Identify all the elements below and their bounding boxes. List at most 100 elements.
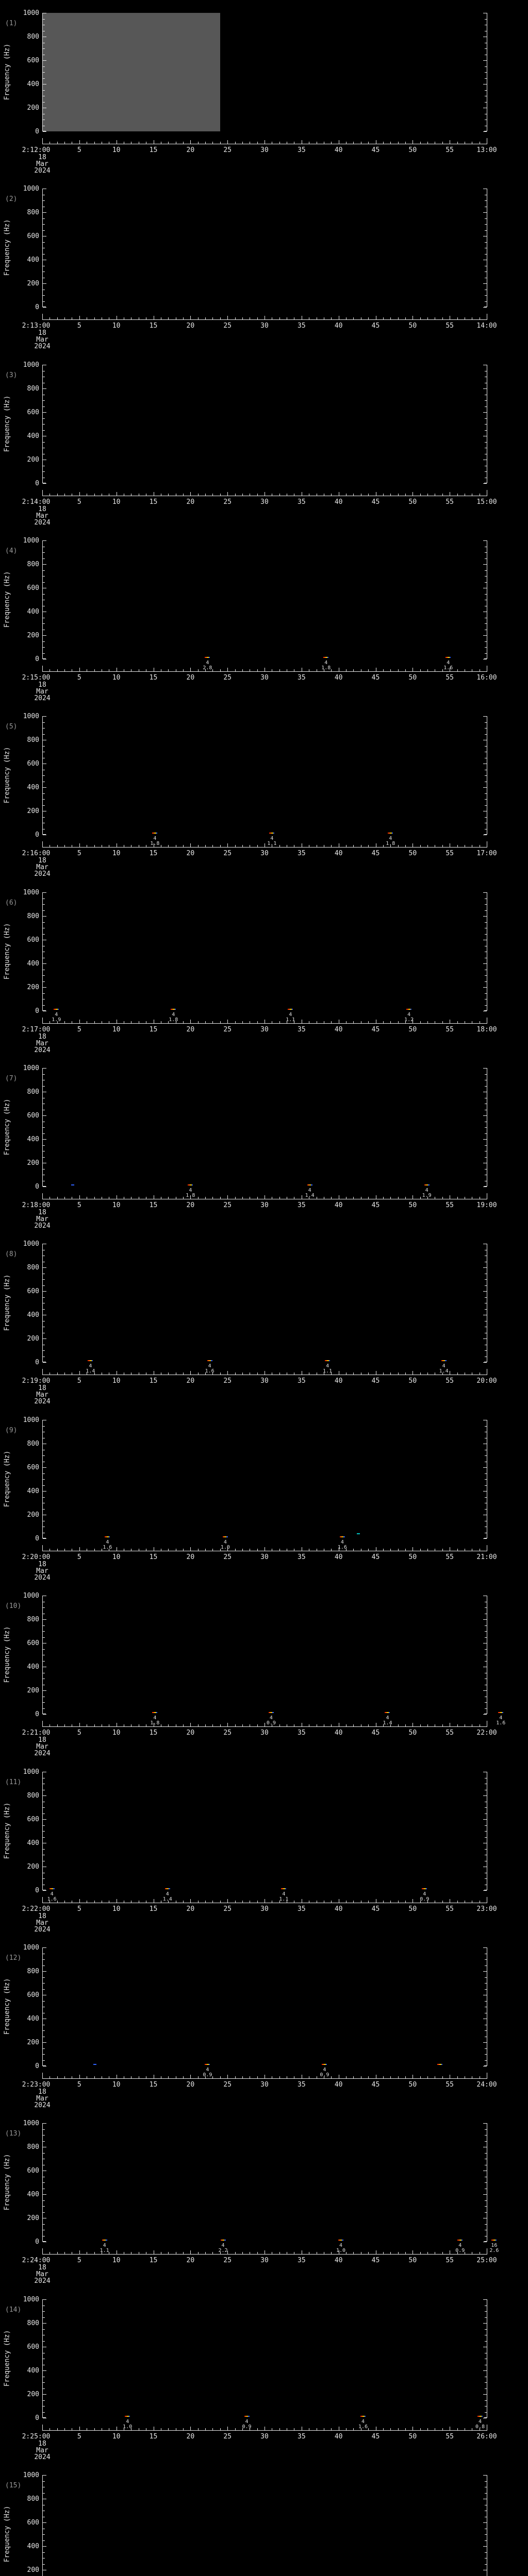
- x-tick: [42, 314, 43, 319]
- x-tick: [212, 2252, 213, 2254]
- date-label: Mar: [36, 2095, 48, 2103]
- event-marker: [491, 2240, 493, 2241]
- y-tick: [485, 1145, 487, 1146]
- x-tick: [405, 1021, 406, 1023]
- y-tick-label: 0: [35, 480, 39, 487]
- y-tick: [43, 552, 45, 553]
- y-tick: [43, 412, 46, 413]
- x-tick-label: 5: [77, 498, 81, 506]
- event-marker: [389, 833, 391, 834]
- event-count-label: 4: [208, 1363, 211, 1369]
- x-tick-label: 45: [371, 1553, 380, 1561]
- event-marker: [167, 1888, 169, 1889]
- y-tick-label: 200: [27, 104, 39, 112]
- y-tick: [43, 975, 45, 976]
- x-tick: [212, 1724, 213, 1726]
- x-tick-label: 50: [408, 1553, 417, 1561]
- x-tick: [57, 1372, 58, 1375]
- event-marker: [323, 2064, 325, 2065]
- x-tick: [42, 1545, 43, 1551]
- y-tick: [43, 904, 45, 905]
- event-value-label: 1.8: [150, 841, 160, 846]
- event-marker: [205, 657, 206, 658]
- y-tick: [483, 1467, 487, 1468]
- event-marker: [498, 1712, 500, 1713]
- x-tick: [457, 2252, 458, 2254]
- y-tick-label: 800: [27, 912, 39, 920]
- x-tick: [257, 494, 258, 496]
- x-tick: [331, 1901, 332, 1903]
- x-tick: [190, 1547, 191, 1551]
- x-tick: [383, 669, 384, 671]
- event-count-label: 4: [340, 1539, 344, 1545]
- x-tick: [368, 845, 369, 847]
- left-spine: [42, 189, 43, 307]
- event-marker: [340, 2240, 342, 2241]
- x-tick: [94, 2076, 95, 2078]
- y-tick: [43, 1714, 46, 1715]
- y-tick: [485, 200, 487, 201]
- x-tick: [412, 140, 414, 144]
- y-tick: [43, 1491, 46, 1492]
- event-marker: [307, 1184, 309, 1185]
- x-tick: [42, 2248, 43, 2254]
- x-tick: [79, 2075, 80, 2078]
- event-marker: [443, 1360, 446, 1361]
- y-tick: [485, 1983, 487, 1984]
- x-tick: [331, 2252, 332, 2254]
- x-tick: [383, 1901, 384, 1903]
- x-tick-label: 20: [186, 498, 195, 506]
- x-tick-label: 55: [446, 1905, 454, 1913]
- y-tick: [43, 564, 46, 565]
- y-tick-label: 0: [35, 2414, 39, 2422]
- panel: (11) Frequency (Hz) 1000 800 600 400 200 0 4 1.6 4…: [0, 1759, 528, 1935]
- x-tick: [227, 2427, 228, 2430]
- y-tick: [485, 570, 487, 571]
- event-marker: [55, 1009, 57, 1010]
- y-tick: [485, 2153, 487, 2154]
- x-tick-label: 30: [260, 850, 269, 857]
- event-value-label: 1.6: [496, 1720, 506, 1726]
- x-tick: [242, 494, 243, 496]
- x-tick: [79, 1723, 80, 1726]
- y-axis-title: Frequency (Hz): [3, 1802, 11, 1859]
- panel-number-label: (5): [5, 723, 18, 731]
- x-tick: [383, 2428, 384, 2430]
- y-tick: [485, 2540, 487, 2541]
- x-tick: [235, 2428, 236, 2430]
- y-tick-label: 600: [27, 2167, 39, 2175]
- y-tick: [483, 916, 487, 917]
- event-marker: [246, 2416, 249, 2417]
- y-tick: [485, 2129, 487, 2130]
- x-tick: [390, 1021, 391, 1023]
- event-marker: [90, 1360, 92, 1361]
- x-tick: [183, 1724, 184, 1726]
- x-tick: [420, 142, 421, 144]
- x-tick: [368, 1724, 369, 1726]
- x-tick: [220, 1197, 221, 1199]
- x-tick-label: 15: [149, 674, 158, 682]
- event-marker: [89, 1360, 91, 1361]
- y-axis-title: Frequency (Hz): [3, 1098, 11, 1156]
- x-tick-label: 15: [149, 1905, 158, 1913]
- y-tick: [485, 1509, 487, 1510]
- date-label: 18: [38, 1209, 46, 1216]
- y-tick: [43, 987, 46, 988]
- start-time-label: 2:16:00: [22, 850, 51, 857]
- y-tick-label: 600: [27, 584, 39, 592]
- y-tick: [43, 2493, 45, 2494]
- event-marker: [478, 2416, 481, 2417]
- y-tick: [483, 963, 487, 964]
- x-tick: [190, 140, 191, 144]
- x-tick: [412, 1020, 414, 1023]
- y-tick: [485, 594, 487, 595]
- x-tick: [279, 494, 280, 496]
- end-time-label: 20:00: [476, 1377, 497, 1385]
- x-tick-label: 15: [149, 1729, 158, 1737]
- x-tick: [368, 1372, 369, 1375]
- x-tick: [412, 1547, 414, 1551]
- x-tick: [197, 494, 199, 496]
- event-marker: [388, 1712, 390, 1713]
- left-spine: [42, 1420, 43, 1538]
